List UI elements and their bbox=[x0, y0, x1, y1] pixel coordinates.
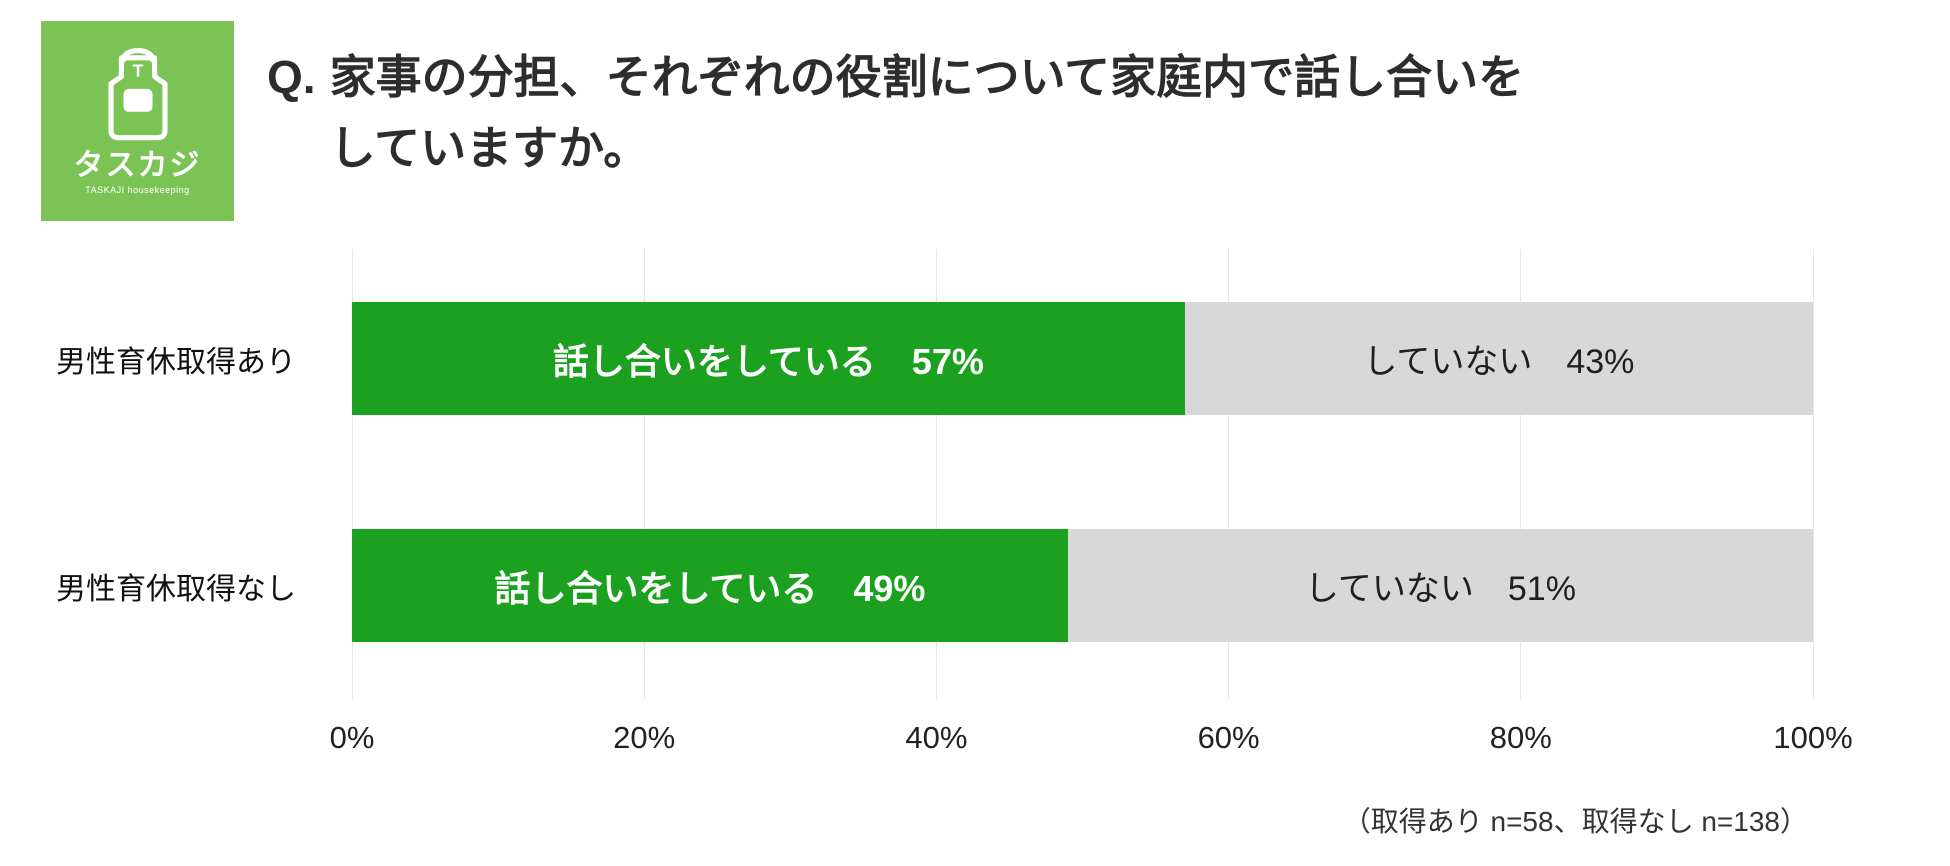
svg-text:T: T bbox=[132, 60, 143, 80]
x-axis-label: 80% bbox=[1489, 720, 1552, 755]
gridline bbox=[935, 249, 937, 700]
x-axis-label: 20% bbox=[613, 720, 676, 755]
bar-row: 話し合いをしている 49% していない 51% bbox=[352, 529, 1813, 642]
title-line-1: 家事の分担、それぞれの役割について家庭内で話し合いを bbox=[329, 51, 1525, 103]
category-label: 男性育休取得あり bbox=[56, 345, 296, 379]
plot-area: 話し合いをしている 57% していない 43% 話し合いをしている 49% していない… bbox=[351, 249, 1814, 700]
gridline bbox=[643, 249, 645, 700]
bar-segment-not-discussing: していない 43% bbox=[1184, 302, 1813, 415]
bar-row: 話し合いをしている 57% していない 43% bbox=[352, 302, 1813, 415]
x-axis-label: 0% bbox=[329, 720, 375, 755]
logo-brand-jp: タスカジ bbox=[73, 149, 202, 182]
bar-segment-discussing: 話し合いをしている 49% bbox=[352, 529, 1068, 642]
bar-segment-not-discussing: していない 51% bbox=[1067, 529, 1813, 642]
x-axis-label: 100% bbox=[1773, 720, 1853, 755]
chart-title: Q. 家事の分担、それぞれの役割について家庭内で話し合いを していますか。 bbox=[267, 42, 1524, 185]
gridline bbox=[1228, 249, 1230, 700]
apron-icon: T bbox=[107, 47, 168, 141]
sample-size-note: （取得あり n=58、取得なし n=138） bbox=[1342, 806, 1808, 837]
gridline bbox=[1520, 249, 1522, 700]
title-prefix: Q. bbox=[267, 51, 316, 103]
title-lines: 家事の分担、それぞれの役割について家庭内で話し合いを していますか。 bbox=[330, 42, 1525, 185]
logo-brand-en: TASKAJI housekeeping bbox=[85, 185, 190, 195]
x-axis: 0% 20% 40% 60% 80% 100% bbox=[330, 720, 1853, 760]
x-axis-label: 60% bbox=[1197, 720, 1260, 755]
category-label: 男性育休取得なし bbox=[56, 572, 296, 606]
chart: 話し合いをしている 57% していない 43% 話し合いをしている 49% していない… bbox=[0, 249, 1950, 789]
taskaji-logo: T タスカジ TASKAJI housekeeping bbox=[41, 21, 234, 221]
gridline bbox=[1812, 249, 1814, 700]
title-line-2: していますか。 bbox=[329, 122, 650, 175]
gridline bbox=[351, 249, 353, 700]
bar-segment-discussing: 話し合いをしている 57% bbox=[352, 302, 1185, 415]
x-axis-label: 40% bbox=[905, 720, 968, 755]
